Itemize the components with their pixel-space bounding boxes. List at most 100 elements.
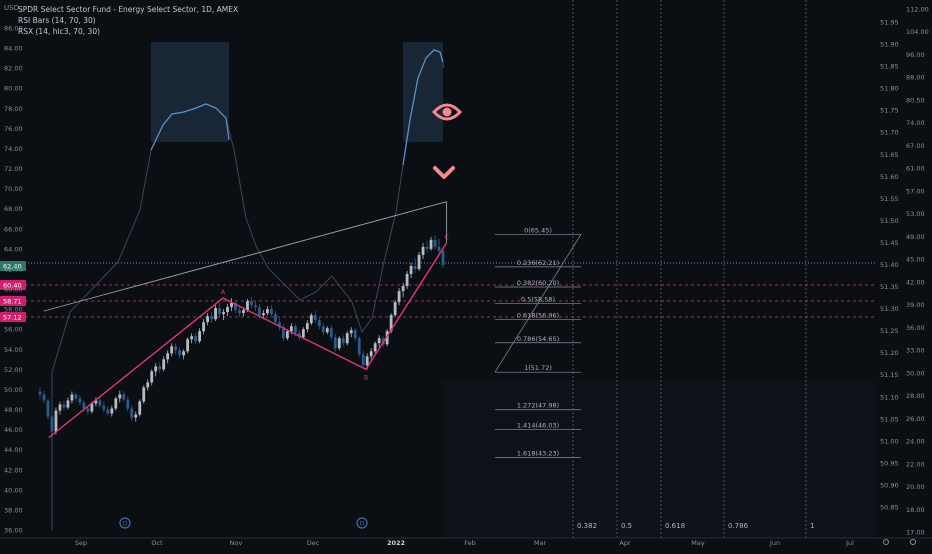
candle-body	[385, 331, 389, 345]
candle-body	[437, 246, 441, 251]
candle-body	[46, 400, 50, 417]
fib-level-label: 0.236(62.21)	[517, 259, 559, 267]
right-axis-outer-tick: 88.00	[906, 74, 925, 82]
left-axis-tick: 60.00	[4, 286, 23, 294]
right-axis-inner-tick: 51.80	[880, 85, 899, 93]
dividend-marker-label: D	[360, 521, 365, 528]
left-axis-tick: 82.00	[4, 65, 23, 73]
candle-body	[134, 414, 138, 418]
candle-body	[389, 315, 393, 332]
candle-body	[170, 346, 174, 354]
price-badge	[0, 261, 26, 271]
candle-body	[341, 338, 345, 344]
candle-body	[62, 404, 66, 408]
candle-body	[50, 416, 54, 432]
right-axis-outer-tick: 36.00	[906, 324, 925, 332]
candle-body	[218, 308, 221, 315]
candle-body	[246, 301, 249, 311]
candle-body	[226, 307, 229, 313]
candle-body	[122, 394, 126, 400]
candle-body	[258, 307, 261, 316]
wave-label: C	[444, 234, 448, 241]
candle-body	[166, 353, 170, 360]
right-axis-outer-tick: 74.00	[906, 119, 925, 127]
candle-body	[405, 273, 409, 287]
right-axis-outer-tick: 17.00	[906, 529, 925, 537]
candle-body	[70, 394, 74, 401]
candle-body	[158, 366, 162, 370]
time-fib-label: 1	[810, 522, 814, 530]
eye-icon[interactable]	[431, 100, 463, 128]
candle-body	[297, 333, 301, 338]
left-axis-tick: 54.00	[4, 346, 23, 354]
candle-body	[110, 408, 114, 414]
candle-body	[353, 330, 357, 339]
right-axis-inner-tick: 51.95	[880, 19, 899, 27]
candle-body	[66, 400, 70, 408]
right-axis-inner-tick: 50.85	[880, 504, 899, 512]
candle-body	[349, 330, 353, 334]
right-axis-inner-tick: 50.95	[880, 459, 899, 467]
candle-body	[313, 315, 317, 321]
price-badge-label: 58.71	[3, 298, 22, 306]
right-axis-outer-tick: 28.00	[906, 392, 925, 400]
auto-scale-icon	[910, 539, 916, 545]
right-axis-outer-tick: 104.00	[906, 28, 929, 36]
right-axis-outer-tick: 39.00	[906, 301, 925, 309]
candle-body	[238, 310, 241, 314]
left-axis-tick: 84.00	[4, 45, 23, 53]
settings-icon	[883, 539, 889, 545]
fib-level-label: 0.382(60.20)	[517, 279, 559, 287]
candle-body	[393, 302, 397, 316]
indicator-rsi-bars[interactable]: RSI Bars (14, 70, 30)	[18, 16, 96, 25]
candle-body	[278, 322, 281, 328]
fib-level-label: 1.272(47.98)	[517, 402, 559, 410]
right-axis-outer-tick: 80.50	[906, 96, 925, 104]
candle-body	[154, 366, 158, 372]
left-axis-tick: 70.00	[4, 185, 23, 193]
candle-body	[206, 316, 209, 323]
candle-body	[86, 408, 90, 412]
candle-body	[345, 333, 349, 344]
price-badge-label: 60.40	[3, 282, 22, 290]
candle-body	[130, 408, 134, 418]
chevron-down-icon[interactable]	[432, 164, 456, 186]
left-axis-tick: 78.00	[4, 105, 23, 113]
candle-body	[361, 354, 365, 366]
right-axis-inner-tick: 51.25	[880, 327, 899, 335]
left-axis-tick: 64.00	[4, 245, 23, 253]
candle-body	[222, 312, 225, 315]
fib-level-label: 0(65.45)	[524, 226, 552, 234]
left-axis-tick: 56.00	[4, 326, 23, 334]
time-fib-label: 0.5	[621, 522, 632, 530]
candle-body	[146, 382, 150, 388]
candle-body	[230, 303, 233, 308]
left-axis-tick: 52.00	[4, 366, 23, 374]
candle-body	[365, 356, 369, 366]
fib-level-label: 1.414(46.03)	[517, 421, 559, 429]
x-axis-label: Dec	[307, 539, 320, 547]
x-axis-label: Apr	[619, 539, 631, 547]
left-axis-tick: 48.00	[4, 406, 23, 414]
left-axis-tick: 66.00	[4, 225, 23, 233]
indicator-rsx[interactable]: RSX (14, hlc3, 70, 30)	[18, 27, 101, 36]
right-axis-inner-tick: 51.35	[880, 283, 899, 291]
x-axis-label: Oct	[151, 539, 163, 547]
right-axis-inner-tick: 51.15	[880, 371, 899, 379]
right-axis-inner-tick: 51.70	[880, 129, 899, 137]
rsx-highlight	[150, 103, 230, 151]
candle-body	[94, 400, 98, 404]
rsx-overbought-box	[151, 42, 229, 142]
x-axis-label: Mar	[534, 539, 547, 547]
fib-level-label: 0.786(54.65)	[517, 335, 559, 343]
candle-body	[78, 398, 82, 403]
candle-body	[321, 326, 325, 333]
price-badge	[0, 312, 26, 322]
rsx-highlight	[402, 49, 444, 166]
candle-body	[178, 350, 182, 356]
left-axis-tick: 62.00	[4, 265, 23, 273]
candle-body	[118, 394, 122, 399]
candle-body	[150, 371, 154, 383]
